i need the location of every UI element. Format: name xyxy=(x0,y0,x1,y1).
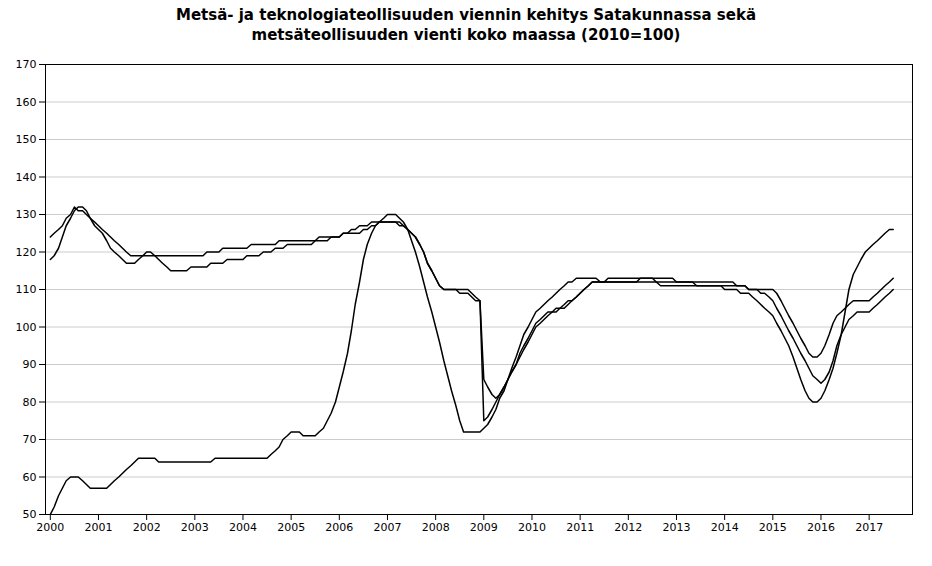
svg-text:170: 170 xyxy=(16,58,37,71)
svg-text:2014: 2014 xyxy=(711,521,739,534)
svg-text:2009: 2009 xyxy=(470,521,498,534)
svg-text:2003: 2003 xyxy=(181,521,209,534)
svg-text:140: 140 xyxy=(16,171,37,184)
svg-text:2007: 2007 xyxy=(373,521,401,534)
svg-text:90: 90 xyxy=(23,358,37,371)
svg-text:70: 70 xyxy=(23,433,37,446)
svg-text:2012: 2012 xyxy=(614,521,642,534)
svg-text:2000: 2000 xyxy=(36,521,64,534)
svg-text:2008: 2008 xyxy=(422,521,450,534)
svg-text:2016: 2016 xyxy=(807,521,835,534)
svg-text:2006: 2006 xyxy=(325,521,353,534)
svg-text:2013: 2013 xyxy=(662,521,690,534)
svg-text:150: 150 xyxy=(16,133,37,146)
svg-text:80: 80 xyxy=(23,396,37,409)
svg-text:2005: 2005 xyxy=(277,521,305,534)
svg-text:2010: 2010 xyxy=(518,521,546,534)
svg-text:2017: 2017 xyxy=(855,521,883,534)
svg-text:2004: 2004 xyxy=(229,521,257,534)
svg-text:2011: 2011 xyxy=(566,521,594,534)
svg-text:120: 120 xyxy=(16,246,37,259)
svg-text:60: 60 xyxy=(23,471,37,484)
svg-text:100: 100 xyxy=(16,321,37,334)
html-text:Metsä- ja teknologiateollisuud: Metsä- ja teknologiateollisuuden viennin… xyxy=(176,6,756,44)
svg-text:110: 110 xyxy=(16,283,37,296)
svg-text:2001: 2001 xyxy=(84,521,112,534)
svg-text:2015: 2015 xyxy=(759,521,787,534)
svg-text:50: 50 xyxy=(23,508,37,521)
svg-text:2002: 2002 xyxy=(133,521,161,534)
svg-text:130: 130 xyxy=(16,208,37,221)
svg-text:160: 160 xyxy=(16,96,37,109)
